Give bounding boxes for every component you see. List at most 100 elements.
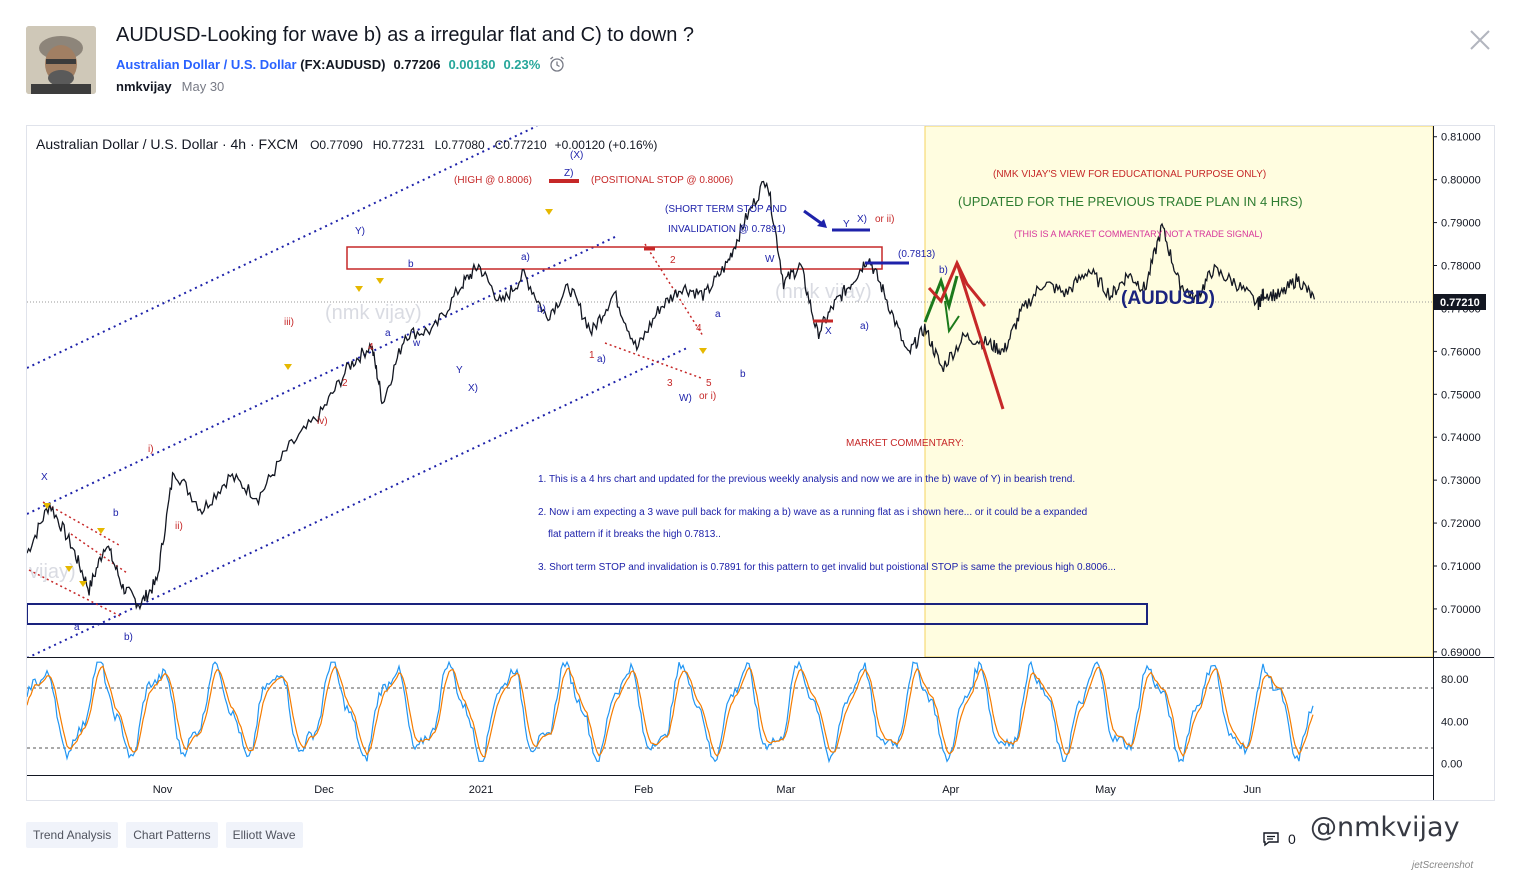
symbol-code[interactable]: (FX:AUDUSD) [300,56,386,72]
wave-label: 2 [342,378,348,389]
short-term-stop-label: (SHORT TERM STOP AND [665,204,787,215]
price-tick-label: 0.72000 [1441,518,1481,530]
commentary-point-2: 2. Now i am expecting a 3 wave pull back… [538,507,1087,518]
idea-tags: Trend Analysis Chart Patterns Elliott Wa… [26,822,303,848]
price-tick-label: 0.69000 [1441,647,1481,659]
wave-label: a) [597,354,606,365]
wave-label: b [740,369,746,380]
commentary-point-1: 1. This is a 4 hrs chart and updated for… [538,474,1075,485]
publish-date: May 30 [181,79,225,94]
price-tick-label: 0.76000 [1441,346,1481,358]
wave-label: b) [124,632,133,643]
price-tick-label: 0.78000 [1441,261,1481,273]
wave-label: 2 [670,255,676,266]
wave-label: w [412,338,421,349]
screenshot-watermark: jetScreenshot [1412,860,1474,871]
price-tick-label: 0.80000 [1441,175,1481,187]
b-high-level-label: (0.7813) [898,249,935,260]
wave-label: a) [860,321,869,332]
updated-note: (UPDATED FOR THE PREVIOUS TRADE PLAN IN … [958,194,1303,209]
wave-label: X) [468,383,478,394]
wave-label: 1 [589,350,595,361]
time-tick-label: Dec [314,784,334,796]
legend-change: +0.00120 (+0.16%) [555,138,658,152]
wave-label: a [715,309,721,320]
time-tick-label: May [1095,784,1116,796]
author-line: nmkvijay May 30 [116,79,224,94]
price-tick-label: 0.81000 [1441,132,1481,144]
weibo-watermark: @nmkvijay [1310,812,1460,843]
author-avatar[interactable] [26,26,96,94]
symbol-line: Australian Dollar / U.S. Dollar (FX:AUDU… [116,55,566,73]
commentary-point-3: 3. Short term STOP and invalidation is 0… [538,562,1116,573]
resistance-zone[interactable] [346,246,883,270]
wave-label: X [41,472,48,483]
short-term-stop-label-2: INVALIDATION @ 0.7891) [668,224,786,235]
wave-label: Y [456,365,463,376]
chart-canvas[interactable]: 0.810000.800000.790000.780000.770000.760… [27,126,1494,800]
symbol-change-pct: 0.23% [503,56,541,72]
legend-open: 0.77090 [319,138,363,152]
chart-frame[interactable]: 0.810000.800000.790000.780000.770000.760… [26,125,1495,801]
tag-elliott-wave[interactable]: Elliott Wave [225,822,303,848]
wave-label: a [74,622,80,633]
wave-label: or i) [699,391,716,402]
legend-low: 0.77080 [441,138,485,152]
idea-title: AUDUSD-Looking for wave b) as a irregula… [116,24,695,46]
oscillator-tick-label: 0.00 [1441,758,1462,770]
wave-label: i) [148,444,154,455]
wave-label: a) [521,252,530,263]
forecast-green-path-2 [944,300,960,334]
wave-label: X) [857,214,867,225]
last-price-badge [1434,294,1486,310]
oscillator-tick-label: 80.00 [1441,674,1469,686]
price-series-line[interactable] [27,180,1316,611]
chart-watermark: (nmk vijay) [325,302,422,324]
price-tick-label: 0.79000 [1441,218,1481,230]
price-tick-label: 0.74000 [1441,432,1481,444]
oscillator-d-line[interactable] [27,665,1314,758]
wave-label: 3 [667,378,673,389]
wave-label: Y) [355,226,365,237]
tag-trend-analysis[interactable]: Trend Analysis [26,822,119,848]
wave-label: a [385,328,391,339]
oscillator-axis[interactable]: 80.00 40.00 0.00 [1441,674,1469,770]
time-tick-label: 2021 [469,784,493,796]
time-axis[interactable]: Nov Dec 2021 Feb Mar Apr May Jun [153,784,1261,796]
wave-label: 4 [368,342,374,353]
symbol-price: 0.77206 [393,56,441,72]
chart-legend[interactable]: Australian Dollar / U.S. Dollar · 4h · F… [36,136,657,152]
close-icon[interactable] [1466,26,1494,54]
time-tick-label: Apr [942,784,959,796]
time-tick-label: Mar [776,784,795,796]
comments-button[interactable]: 0 [1262,831,1296,847]
symbol-change: 0.00180 [448,56,496,72]
legend-symbol: Australian Dollar / U.S. Dollar · 4h · F… [36,136,298,152]
stop-annotations: (HIGH @ 0.8006) (POSITIONAL STOP @ 0.800… [454,175,935,260]
chart-watermark: (nmk vijay) [775,281,872,303]
wave-label: W) [679,393,692,404]
wave-label: 4 [696,323,702,334]
wave-label: W [765,254,775,265]
wave-label: X [825,326,832,337]
wave-label: or ii) [875,214,894,225]
comments-count: 0 [1288,831,1296,847]
channel-lines[interactable] [27,126,688,658]
legend-close: 0.77210 [503,138,547,152]
wave-label: b [113,508,119,519]
author-name[interactable]: nmkvijay [116,79,172,94]
tag-chart-patterns[interactable]: Chart Patterns [126,822,218,848]
price-tick-label: 0.70000 [1441,604,1481,616]
support-zone[interactable] [27,603,1148,625]
time-tick-label: Nov [153,784,173,796]
wave-label: Z) [564,168,573,179]
time-tick-label: Feb [634,784,653,796]
chart-watermark: vijay) [29,561,76,583]
wave-label: 5 [706,378,712,389]
alarm-clock-icon[interactable] [548,55,566,73]
educational-note: (NMK VIJAY'S VIEW FOR EDUCATIONAL PURPOS… [993,169,1266,180]
price-axis[interactable]: 0.810000.800000.790000.780000.770000.760… [1433,132,1481,659]
symbol-name-link[interactable]: Australian Dollar / U.S. Dollar [116,56,297,72]
oscillator-k-line[interactable] [27,660,1314,764]
last-price-label: 0.77210 [1440,297,1480,309]
